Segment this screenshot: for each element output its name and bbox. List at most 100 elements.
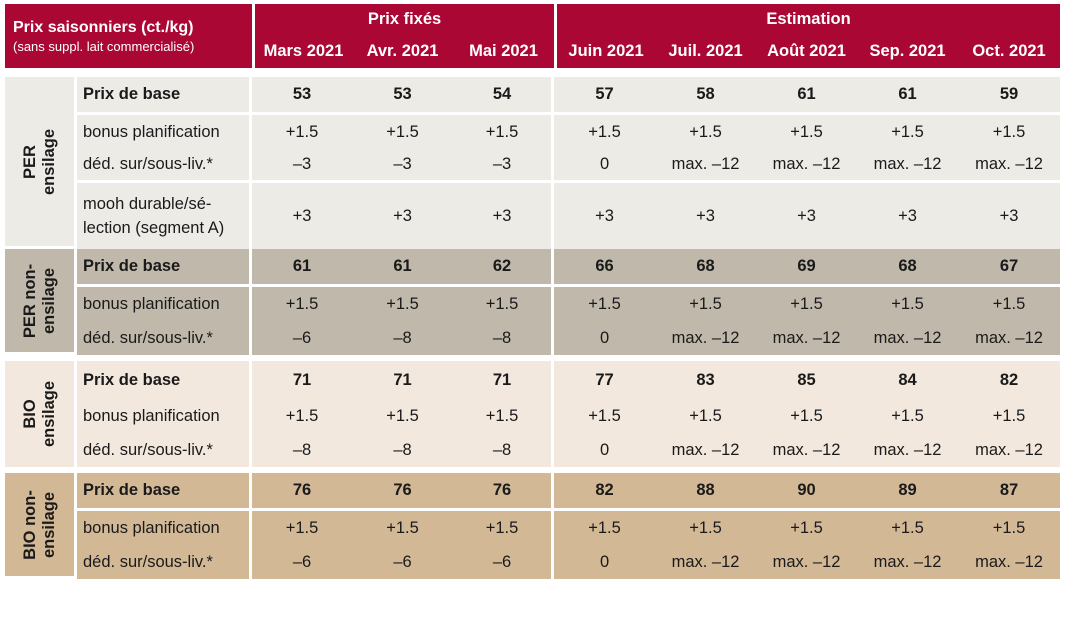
cell-value: max. –12 <box>958 321 1061 355</box>
cell-value: 66 <box>554 249 656 287</box>
cell-value: –3 <box>453 149 555 183</box>
cell-value: max. –12 <box>655 149 757 183</box>
cell-value: +1.5 <box>958 287 1061 321</box>
row-label: Prix de base <box>77 473 252 511</box>
cell-value: 53 <box>352 77 453 115</box>
cell-value: –3 <box>352 149 453 183</box>
header-month: Août 2021 <box>756 35 858 68</box>
header-month: Mars 2021 <box>252 35 352 68</box>
header-row-groups: Prix saisonniers (ct./kg) (sans suppl. l… <box>5 4 1061 68</box>
cell-value: 76 <box>252 473 352 511</box>
header-month: Avr. 2021 <box>352 35 453 68</box>
cell-value: –6 <box>352 545 453 579</box>
cell-value: +3 <box>453 183 555 249</box>
cell-value: +1.5 <box>857 399 959 433</box>
table-row: déd. sur/sous-liv.* –6 –8 –8 0 max. –12 … <box>5 321 1061 355</box>
cell-value: +1.5 <box>857 511 959 545</box>
cell-value: 0 <box>554 149 656 183</box>
cell-value: –3 <box>252 149 352 183</box>
cell-value: 61 <box>252 249 352 287</box>
cell-value: +1.5 <box>655 115 757 149</box>
cell-value: 61 <box>756 77 858 115</box>
cell-value: –6 <box>453 545 555 579</box>
cell-value: 82 <box>958 361 1061 399</box>
cell-value: +1.5 <box>756 115 858 149</box>
header-month: Mai 2021 <box>453 35 555 68</box>
cell-value: 0 <box>554 433 656 467</box>
cell-value: max. –12 <box>958 433 1061 467</box>
row-label: Prix de base <box>77 77 252 115</box>
cell-value: 85 <box>756 361 858 399</box>
row-label: bonus planification <box>77 115 252 149</box>
cell-value: –8 <box>453 433 555 467</box>
row-label: Prix de base <box>77 361 252 399</box>
cell-value: +1.5 <box>453 399 555 433</box>
cell-value: +1.5 <box>655 511 757 545</box>
cell-value: +1.5 <box>252 399 352 433</box>
cell-value: +1.5 <box>756 511 858 545</box>
cell-value: +1.5 <box>352 287 453 321</box>
cell-value: 67 <box>958 249 1061 287</box>
row-label: déd. sur/sous-liv.* <box>77 149 252 183</box>
cell-value: +1.5 <box>756 287 858 321</box>
cell-value: 83 <box>655 361 757 399</box>
header-row-months: Mars 2021 Avr. 2021 Mai 2021 Juin 2021 J… <box>5 35 1061 68</box>
cell-value: +1.5 <box>655 399 757 433</box>
cell-value: +3 <box>958 183 1061 249</box>
cell-value: 71 <box>252 361 352 399</box>
cell-value: +1.5 <box>554 511 656 545</box>
cell-value: 69 <box>756 249 858 287</box>
table-row: bonus planification +1.5 +1.5 +1.5 +1.5 … <box>5 399 1061 433</box>
cell-value: –8 <box>453 321 555 355</box>
cell-value: 61 <box>352 249 453 287</box>
cell-value: +1.5 <box>655 287 757 321</box>
cell-value: –8 <box>352 321 453 355</box>
cell-value: max. –12 <box>958 149 1061 183</box>
cell-value: max. –12 <box>756 545 858 579</box>
cell-value: 68 <box>857 249 959 287</box>
cell-value: –8 <box>252 433 352 467</box>
table-row: bonus planification +1.5 +1.5 +1.5 +1.5 … <box>5 511 1061 545</box>
cell-value: +3 <box>756 183 858 249</box>
cell-value: 58 <box>655 77 757 115</box>
cell-value: +1.5 <box>453 115 555 149</box>
group-label-per-non-ensilage: PER non-ensilage <box>5 249 77 355</box>
table-title: Prix saisonniers (ct./kg) <box>13 18 194 36</box>
row-label: déd. sur/sous-liv.* <box>77 433 252 467</box>
cell-value: 71 <box>453 361 555 399</box>
cell-value: +1.5 <box>352 399 453 433</box>
header-month: Sep. 2021 <box>857 35 959 68</box>
cell-value: +1.5 <box>857 115 959 149</box>
group-label-per-ensilage: PER ensilage <box>5 77 77 249</box>
table-row: déd. sur/sous-liv.* –6 –6 –6 0 max. –12 … <box>5 545 1061 579</box>
row-label: mooh durable/sé-lection (segment A) <box>77 183 252 249</box>
cell-value: 82 <box>554 473 656 511</box>
cell-value: 57 <box>554 77 656 115</box>
header-month: Juil. 2021 <box>655 35 757 68</box>
seasonal-price-table: Prix saisonniers (ct./kg) (sans suppl. l… <box>5 4 1061 579</box>
header-gap <box>5 68 1061 77</box>
row-label: bonus planification <box>77 511 252 545</box>
cell-value: +3 <box>352 183 453 249</box>
cell-value: max. –12 <box>958 545 1061 579</box>
group-label-bio-non-ensilage: BIO non-ensilage <box>5 473 77 579</box>
cell-value: –8 <box>352 433 453 467</box>
cell-value: +1.5 <box>252 511 352 545</box>
cell-value: –6 <box>252 321 352 355</box>
cell-value: 76 <box>352 473 453 511</box>
cell-value: 89 <box>857 473 959 511</box>
cell-value: +1.5 <box>958 115 1061 149</box>
cell-value: +1.5 <box>352 115 453 149</box>
cell-value: 0 <box>554 545 656 579</box>
cell-value: max. –12 <box>756 433 858 467</box>
cell-value: max. –12 <box>655 545 757 579</box>
cell-value: +3 <box>252 183 352 249</box>
section-gap <box>5 467 1061 473</box>
row-label: bonus planification <box>77 287 252 321</box>
section-gap <box>5 355 1061 361</box>
table-row: PER non-ensilage Prix de base 61 61 62 6… <box>5 249 1061 355</box>
header-month: Juin 2021 <box>554 35 656 68</box>
cell-value: 53 <box>252 77 352 115</box>
cell-value: 59 <box>958 77 1061 115</box>
